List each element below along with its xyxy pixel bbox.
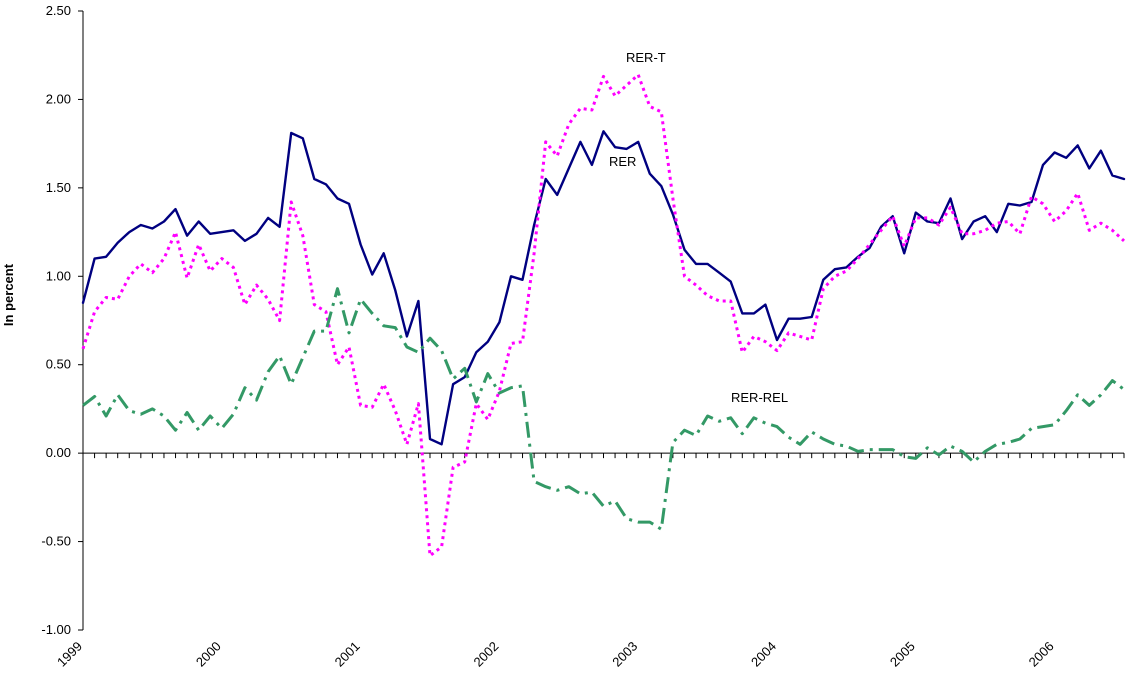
x-tick-label: 2002 (470, 639, 501, 670)
y-tick-label: 0.00 (46, 445, 71, 460)
series-group (81, 73, 1126, 558)
annotations: RER-T RER RER-REL (609, 50, 788, 405)
x-tick-label: 2001 (332, 639, 363, 670)
y-tick-label: -0.50 (41, 534, 71, 549)
x-tick-label: 2004 (748, 639, 779, 670)
annotation-rer-t: RER-T (626, 50, 666, 65)
y-tick-label: 2.00 (46, 91, 71, 106)
y-tick-label: 1.00 (46, 268, 71, 283)
series-line-rer (81, 130, 1126, 446)
x-tick-label: 2005 (887, 639, 918, 670)
annotation-rer-rel: RER-REL (731, 390, 788, 405)
y-axis: 2.50 2.00 1.50 1.00 0.50 0.00 -0.50 -1.00 (41, 3, 84, 637)
y-axis-title: In percent (1, 263, 16, 326)
y-tick-label: 2.50 (46, 3, 71, 18)
y-tick-label: 1.50 (46, 180, 71, 195)
x-tick-label: 2006 (1026, 639, 1057, 670)
y-tick-label: -1.00 (41, 622, 71, 637)
series-line-rer-rel (82, 287, 1125, 531)
x-tick-label: 1999 (54, 639, 85, 670)
x-tick-label: 2003 (609, 639, 640, 670)
x-tick-label: 2000 (193, 639, 224, 670)
series-line-rer-t (81, 73, 1126, 558)
y-tick-label: 0.50 (46, 357, 71, 372)
annotation-rer: RER (609, 154, 636, 169)
x-axis: 1999 2000 2001 2002 2003 2004 2005 2006 (54, 452, 1125, 670)
